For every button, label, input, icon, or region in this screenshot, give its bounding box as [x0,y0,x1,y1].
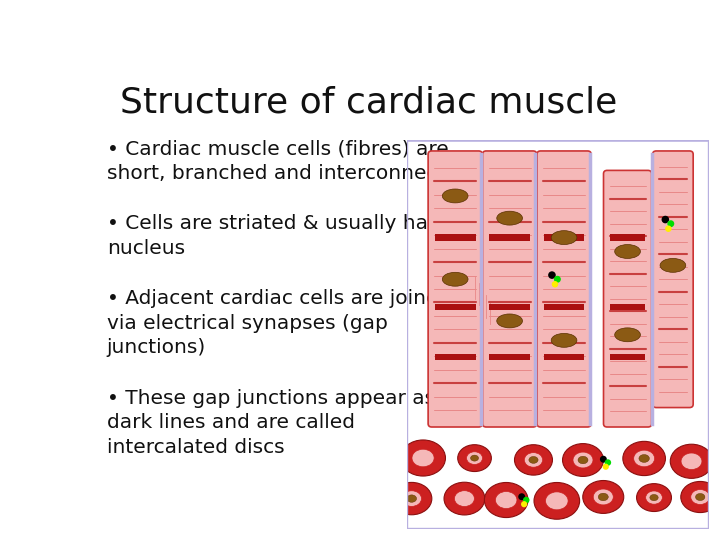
Ellipse shape [529,456,538,463]
Polygon shape [472,271,493,329]
Point [662,225,674,233]
Ellipse shape [454,491,474,507]
Ellipse shape [578,456,588,464]
Bar [435,234,476,241]
Ellipse shape [552,231,577,245]
Ellipse shape [400,440,446,476]
Ellipse shape [636,484,672,511]
Bar [435,354,476,360]
Point [552,275,563,284]
Ellipse shape [681,453,702,470]
FancyBboxPatch shape [428,151,482,427]
Point [665,219,677,228]
Text: • Adjacent cardiac cells are joined
via electrical synapses (gap
junctions): • Adjacent cardiac cells are joined via … [107,289,451,357]
Ellipse shape [442,189,468,203]
Ellipse shape [495,491,517,509]
Ellipse shape [670,444,713,478]
Ellipse shape [615,328,640,342]
Bar [435,303,476,310]
Text: • Cardiac muscle cells (fibres) are
short, branched and interconnected: • Cardiac muscle cells (fibres) are shor… [107,140,470,183]
FancyBboxPatch shape [482,151,536,427]
Ellipse shape [552,333,577,347]
Point [660,215,671,224]
Bar [489,354,530,360]
Ellipse shape [598,493,608,501]
Ellipse shape [593,489,613,505]
Bar [489,303,530,310]
Text: Structure of cardiac muscle: Structure of cardiac muscle [120,85,618,119]
Ellipse shape [534,483,580,519]
FancyBboxPatch shape [652,151,693,408]
Bar [610,303,645,310]
Point [521,496,532,504]
Ellipse shape [442,272,468,286]
Bar [544,234,585,241]
FancyBboxPatch shape [603,171,652,427]
Ellipse shape [650,495,658,501]
Bar [544,303,585,310]
Ellipse shape [471,455,479,461]
Point [602,458,613,467]
Ellipse shape [646,491,662,504]
Ellipse shape [407,495,417,502]
Bar [489,234,530,241]
Point [516,492,528,501]
Ellipse shape [696,494,705,501]
Ellipse shape [444,482,485,515]
Text: • Cells are striated & usually have 1
nucleus: • Cells are striated & usually have 1 nu… [107,214,472,258]
Ellipse shape [467,452,482,464]
Point [549,280,561,288]
Ellipse shape [392,482,432,515]
Ellipse shape [690,490,710,504]
Ellipse shape [412,449,434,467]
Ellipse shape [458,445,491,471]
Point [546,271,558,279]
Point [600,462,611,471]
Bar [544,354,585,360]
Ellipse shape [582,481,624,514]
Bar [610,234,645,241]
Bar [610,354,645,360]
Ellipse shape [524,453,543,467]
Ellipse shape [634,450,654,467]
Point [518,500,530,509]
Ellipse shape [546,492,568,510]
Ellipse shape [497,314,523,328]
Ellipse shape [562,443,603,476]
Text: • These gap junctions appear as
dark lines and are called
intercalated discs: • These gap junctions appear as dark lin… [107,389,435,457]
FancyBboxPatch shape [537,151,591,427]
Ellipse shape [660,259,685,272]
Ellipse shape [615,245,640,259]
Ellipse shape [485,482,528,517]
Point [598,455,609,463]
Ellipse shape [515,445,552,475]
Ellipse shape [497,211,523,225]
Ellipse shape [639,455,649,462]
Ellipse shape [623,441,665,476]
Ellipse shape [402,491,421,507]
Ellipse shape [573,452,593,468]
Ellipse shape [681,482,719,512]
